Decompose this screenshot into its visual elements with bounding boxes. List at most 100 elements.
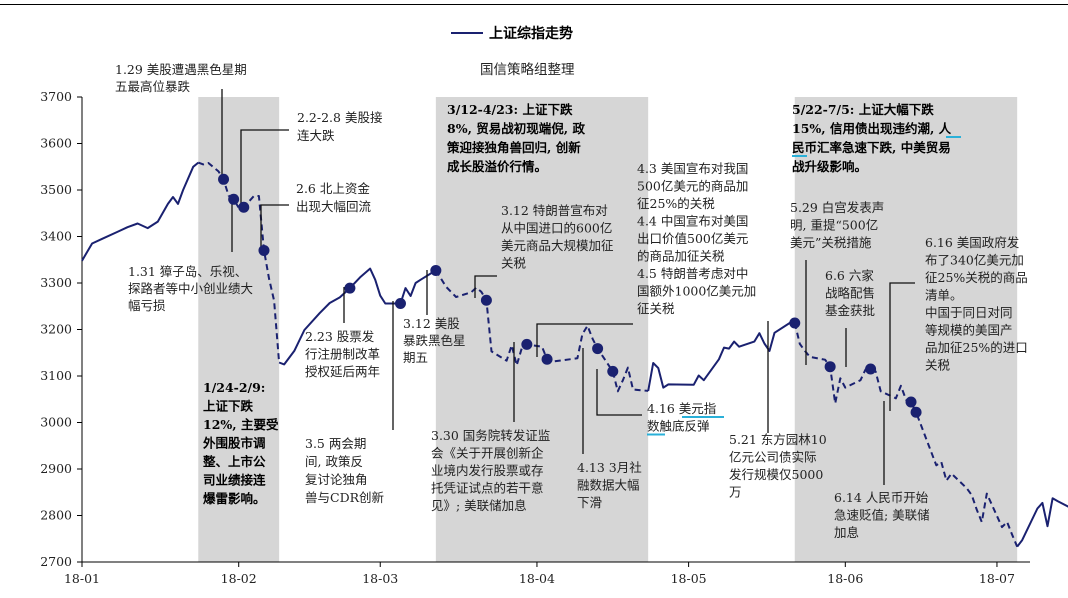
event-marker-a0330 — [521, 338, 533, 350]
annotation-line: 成长股溢价行情。 — [447, 159, 547, 174]
shaded-period-1 — [198, 97, 280, 562]
annotation-a0312t: 3/12-4/23: 上证下跌 8%, 贸易战初现端倪, 政策迎接独角兽回归, 创… — [447, 102, 585, 174]
y-tick-label: 3700 — [40, 89, 72, 104]
annotation-line: 急速贬值; 美联储 — [834, 508, 930, 523]
event-marker-a0305 — [394, 297, 406, 309]
annotation-line: 征关税 — [637, 301, 675, 316]
annotation-leader-a0616 — [889, 282, 915, 411]
annotation-line: 12%, 主要受 — [203, 417, 279, 432]
annotation-line: 3.12 特朗普宣布对 — [501, 203, 608, 218]
annotation-line: 战升级影响。 — [792, 159, 867, 174]
series-line-segment-2 — [197, 161, 281, 363]
annotation-line: 托凭证试点的若干意 — [431, 481, 544, 496]
event-marker-a0312c — [480, 294, 492, 306]
chart-subtitle: 国信策略组整理 — [480, 61, 575, 78]
annotation-line: 业境内发行股票或存 — [431, 463, 544, 478]
series-line-segment-4 — [434, 269, 649, 393]
annotation-line: 出口价值500亿美元 — [637, 231, 748, 246]
annotation-a0223: 2.23 股票发行注册制改革授权延后两年 — [305, 329, 380, 379]
annotation-a0312c: 3.12 特朗普宣布对从中国进口的600亿美元商品大规模加征关税 — [501, 203, 614, 271]
annotation-line: 关税 — [501, 256, 527, 271]
event-marker-a0606 — [865, 363, 877, 375]
annotation-leader-a0312c — [474, 275, 497, 298]
annotation-line: 数触底反弹 — [647, 419, 710, 434]
annotation-line: 8%, 贸易战初现端倪, 政 — [447, 121, 585, 136]
shaded-period-3 — [794, 97, 1018, 562]
annotation-a0202: 2.2-2.8 美股接连大跌 — [297, 110, 383, 143]
event-marker-a0403 — [541, 353, 553, 365]
top-rule — [0, 4, 1068, 5]
annotation-line: 2.23 股票发 — [305, 329, 375, 344]
annotation-line: 万 — [729, 485, 742, 500]
x-tick-label: 18-01 — [64, 571, 100, 586]
y-tick-label: 3200 — [40, 322, 72, 337]
annotation-line: 3.30 国务院转发证监 — [431, 428, 550, 443]
annotation-line: 间, 政策反 — [305, 454, 363, 469]
annotation-line: 爆雷影响。 — [203, 491, 266, 506]
annotation-line: 4.4 中国宣布对美国 — [637, 214, 748, 229]
annotation-line: 500亿美元的商品加 — [637, 179, 748, 194]
annotation-line: 美元商品大规模加征 — [501, 238, 614, 253]
annotation-line: 3.12 美股 — [403, 316, 460, 331]
annotation-line: 美元”关税措施 — [790, 235, 872, 250]
annotation-line: 4.16 美元指 — [647, 401, 716, 416]
annotation-line: 上证下跌 — [203, 399, 254, 414]
annotation-line: 见》; 美联储加息 — [431, 498, 527, 513]
annotation-line: 1/24-2/9: — [203, 380, 265, 395]
x-tick-label: 18-07 — [979, 571, 1015, 586]
annotation-a0416: 4.16 美元指数触底反弹 — [647, 401, 716, 434]
annotation-line: 兽与CDR创新 — [305, 490, 384, 505]
annotation-a0330: 3.30 国务院转发证监会《关于开展创新企业境内发行股票或存托凭证试点的若干意见… — [431, 428, 550, 513]
event-marker-a0312b — [430, 264, 442, 276]
annotation-leader-a0416 — [596, 369, 642, 416]
annotation-line: 6.16 美国政府发 — [925, 235, 1020, 250]
annotation-line: 的商品加征关税 — [637, 249, 725, 264]
annotation-line: 3.5 两会期 — [305, 436, 366, 451]
event-marker-a0614 — [905, 396, 917, 408]
annotation-line: 1.31 獐子岛、乐视、 — [128, 264, 247, 279]
y-tick-label: 2700 — [40, 554, 72, 569]
annotation-line: 1.29 美股遭遇黑色星期 — [115, 62, 247, 77]
annotation-line: 基金获批 — [825, 303, 875, 318]
annotation-line: 五最高位暴跌 — [115, 79, 191, 94]
annotation-line: 整、上市公 — [203, 454, 266, 469]
annotation-line: 授权延后两年 — [305, 364, 380, 379]
annotation-a0129: 1.29 美股遭遇黑色星期五最高位暴跌 — [115, 62, 247, 94]
annotation-a0312b: 3.12 美股暴跌黑色星期五 — [403, 316, 466, 365]
event-marker-a0223 — [344, 282, 356, 294]
y-tick-label: 2900 — [40, 461, 72, 476]
annotation-line: 6.14 人民币开始 — [834, 490, 929, 505]
annotation-line: 连大跌 — [297, 128, 335, 143]
annotation-line: 4.13 3月社 — [577, 460, 642, 475]
x-tick-label: 18-02 — [221, 571, 257, 586]
annotation-leader-a0206 — [260, 204, 289, 249]
series-line-segment-1 — [81, 161, 199, 262]
annotation-a0131: 1.31 獐子岛、乐视、探路者等中小创业绩大幅亏损 — [128, 264, 253, 313]
annotation-a0206: 2.6 北上资金出现大幅回流 — [296, 181, 372, 214]
annotation-leader-a0403 — [536, 323, 633, 357]
annotation-line: 征25%关税的商品 — [925, 270, 1028, 285]
event-marker-a0616 — [910, 406, 922, 418]
event-marker-a0202 — [238, 201, 250, 213]
annotation-line: 2.6 北上资金 — [296, 181, 370, 196]
annotation-a0616: 6.16 美国政府发布了340亿美元加征25%关税的商品清单。中国于同日对同等规… — [925, 235, 1028, 373]
series-line-segment-7 — [1016, 497, 1068, 548]
annotation-line: 6.6 六家 — [825, 268, 874, 283]
annotation-line: 行注册制改革 — [305, 347, 380, 362]
series-line-segment-3 — [278, 267, 437, 366]
annotation-line: 明, 重提“500亿 — [790, 218, 878, 233]
event-marker-a0206 — [258, 244, 270, 256]
x-tick-label: 18-04 — [519, 571, 555, 586]
annotation-line: 加息 — [834, 525, 859, 540]
annotation-line: 幅亏损 — [128, 298, 166, 313]
event-marker-a0521 — [789, 317, 801, 329]
annotation-line: 探路者等中小创业绩大 — [128, 281, 253, 296]
legend-label: 上证综指走势 — [489, 25, 573, 42]
event-marker-a0129 — [218, 173, 230, 185]
annotation-line: 2.2-2.8 美股接 — [297, 110, 383, 125]
annotation-line: 外围股市调 — [202, 436, 266, 451]
annotation-a0522t: 5/22-7/5: 上证大幅下跌 15%, 信用债出现违约潮, 人民币汇率急速下跌… — [792, 102, 952, 174]
annotation-a0413: 4.13 3月社融数据大幅下滑 — [577, 460, 642, 510]
annotation-line: 策迎接独角兽回归, 创新 — [447, 140, 581, 155]
x-tick-label: 18-03 — [362, 571, 398, 586]
